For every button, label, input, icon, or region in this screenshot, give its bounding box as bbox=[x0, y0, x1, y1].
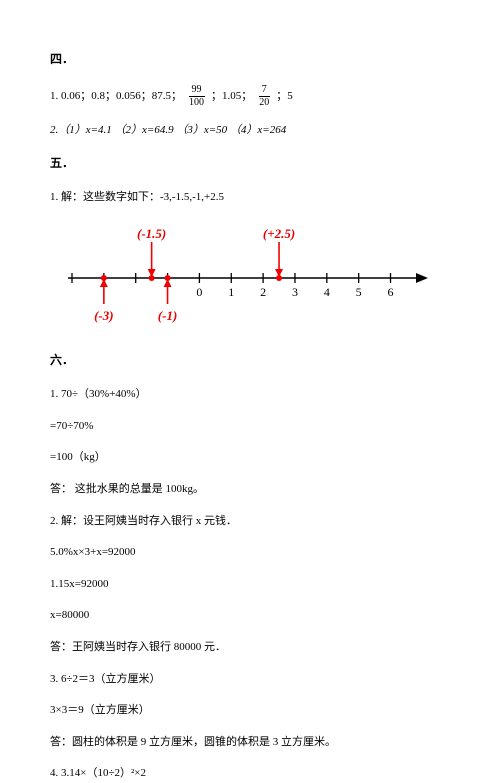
solution-line: =100（kg） bbox=[50, 449, 450, 467]
text: ；1.05； bbox=[211, 87, 252, 107]
number-line-diagram: 0 1 2 3 4 5 6 (-1.5) (+2.5) (-3) (-1) bbox=[60, 220, 450, 333]
fraction-denominator: 100 bbox=[186, 97, 207, 108]
svg-text:4: 4 bbox=[324, 285, 330, 299]
svg-text:1: 1 bbox=[228, 285, 234, 299]
solution-line: 3×3＝9（立方厘米） bbox=[50, 702, 450, 720]
section-4-line-2: 2.（1）x=4.1 （2）x=64.9 （3）x=50 （4）x=264 bbox=[50, 122, 450, 140]
solution-line: 5.0%x×3+x=92000 bbox=[50, 544, 450, 562]
fraction-7-20: 7 20 bbox=[256, 85, 272, 108]
solution-line: =70÷70% bbox=[50, 418, 450, 436]
svg-text:(-3): (-3) bbox=[94, 308, 114, 323]
section-6-body: 1. 70÷（30%+40%） =70÷70% =100（kg） 答： 这批水果的总量… bbox=[50, 386, 450, 783]
solution-line: 1. 70÷（30%+40%） bbox=[50, 386, 450, 404]
svg-text:3: 3 bbox=[292, 285, 298, 299]
solution-line: x=80000 bbox=[50, 607, 450, 625]
section-5-line-1: 1. 解：这些数字如下：-3,-1.5,-1,+2.5 bbox=[50, 189, 450, 207]
svg-text:(+2.5): (+2.5) bbox=[263, 226, 295, 241]
fraction-99-100: 99 100 bbox=[186, 85, 207, 108]
svg-text:0: 0 bbox=[196, 285, 202, 299]
svg-text:2: 2 bbox=[260, 285, 266, 299]
solution-line: 4. 3.14×（10÷2）²×2 bbox=[50, 765, 450, 783]
svg-text:(-1): (-1) bbox=[158, 308, 178, 323]
fraction-numerator: 99 bbox=[189, 85, 205, 97]
solution-line: 2. 解：设王阿姨当时存入银行 x 元钱． bbox=[50, 513, 450, 531]
solution-line: 1.15x=92000 bbox=[50, 576, 450, 594]
svg-text:6: 6 bbox=[388, 285, 394, 299]
fraction-numerator: 7 bbox=[259, 85, 270, 97]
section-4-title: 四． bbox=[50, 50, 450, 67]
section-5-title: 五． bbox=[50, 154, 450, 171]
page: 四． 1. 0.06；0.8；0.056；87.5； 99 100 ；1.05；… bbox=[0, 0, 500, 783]
text: ；5 bbox=[276, 87, 293, 107]
solution-line: 3. 6÷2＝3（立方厘米） bbox=[50, 671, 450, 689]
solution-line: 答： 这批水果的总量是 100kg。 bbox=[50, 481, 450, 499]
solution-line: 答：圆柱的体积是 9 立方厘米，圆锥的体积是 3 立方厘米。 bbox=[50, 734, 450, 752]
text: 2.（1）x=4.1 （2）x=64.9 （3）x=50 （4）x=264 bbox=[50, 124, 286, 136]
fraction-denominator: 20 bbox=[256, 97, 272, 108]
svg-text:(-1.5): (-1.5) bbox=[137, 226, 166, 241]
svg-text:5: 5 bbox=[356, 285, 362, 299]
solution-line: 答：王阿姨当时存入银行 80000 元． bbox=[50, 639, 450, 657]
number-line-svg: 0 1 2 3 4 5 6 (-1.5) (+2.5) (-3) (-1) bbox=[60, 220, 430, 330]
section-6-title: 六． bbox=[50, 351, 450, 368]
text: 1. 0.06；0.8；0.056；87.5； bbox=[50, 87, 182, 107]
section-4-line-1: 1. 0.06；0.8；0.056；87.5； 99 100 ；1.05； 7 … bbox=[50, 85, 450, 108]
